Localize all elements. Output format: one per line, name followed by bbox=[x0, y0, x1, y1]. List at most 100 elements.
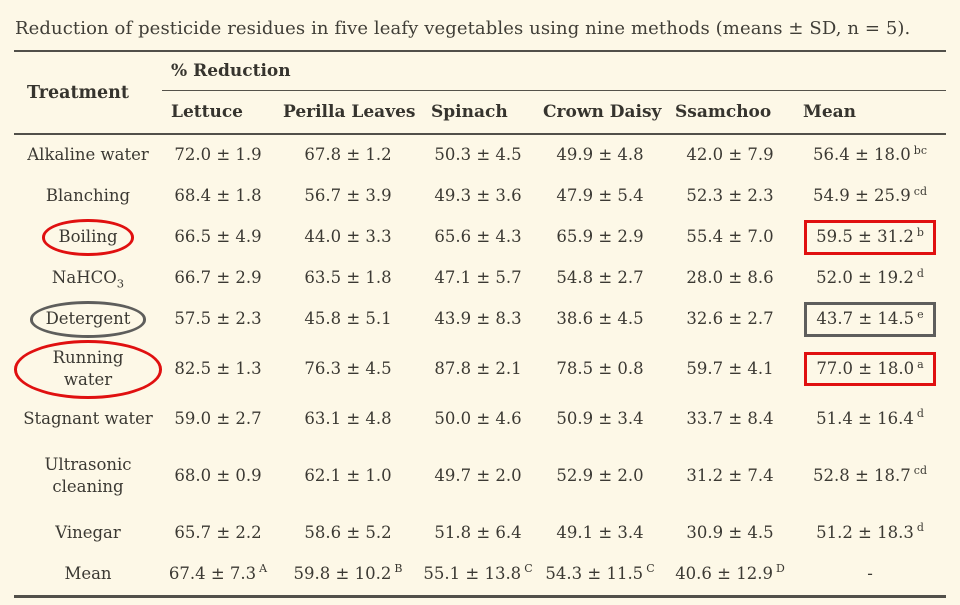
value-cell: 72.0 ± 1.9 bbox=[162, 134, 274, 176]
significance-letter: cd bbox=[913, 184, 927, 198]
value-cell: 31.2 ± 7.4 bbox=[666, 440, 794, 513]
results-table: Treatment % Reduction Lettuce Perilla Le… bbox=[14, 50, 946, 598]
value-cell: 56.4 ± 18.0 bc bbox=[794, 134, 946, 176]
treatment-cell: NaHCO3 bbox=[14, 258, 162, 299]
value-cell: 40.6 ± 12.9 D bbox=[666, 554, 794, 597]
cell-value: 52.8 ± 18.7 cd bbox=[813, 464, 927, 485]
table-row: NaHCO3 66.7 ± 2.9 63.5 ± 1.8 47.1 ± 5.7 54.8… bbox=[14, 258, 946, 299]
value-cell: 52.9 ± 2.0 bbox=[534, 440, 666, 513]
cell-value: 51.4 ± 16.4 d bbox=[816, 407, 924, 428]
cell-value: 59.7 ± 4.1 bbox=[686, 359, 774, 379]
table-body: Alkaline water 72.0 ± 1.9 67.8 ± 1.2 50.3 ±… bbox=[14, 134, 946, 596]
value-cell: 43.7 ± 14.5 e bbox=[794, 299, 946, 340]
table-caption: Reduction of pesticide residues in five … bbox=[15, 18, 911, 39]
value-cell: 78.5 ± 0.8 bbox=[534, 340, 666, 399]
significance-letter: bc bbox=[913, 143, 927, 157]
significance-letter: d bbox=[916, 407, 924, 421]
value-cell: 50.0 ± 4.6 bbox=[422, 399, 534, 440]
table-row: Alkaline water 72.0 ± 1.9 67.8 ± 1.2 50.3 ±… bbox=[14, 134, 946, 176]
treatment-label: Stagnant water bbox=[23, 408, 153, 428]
treatment-label: Blanching bbox=[45, 186, 131, 206]
cell-value: 65.6 ± 4.3 bbox=[434, 227, 522, 247]
cell-value: 65.9 ± 2.9 bbox=[556, 227, 644, 247]
cell-value: 66.5 ± 4.9 bbox=[174, 227, 262, 247]
value-cell: 51.2 ± 18.3 d bbox=[794, 513, 946, 554]
cell-value: - bbox=[867, 563, 873, 583]
column-header-ssamchoo: Ssamchoo bbox=[666, 90, 794, 135]
column-header-spinach: Spinach bbox=[422, 90, 534, 135]
value-cell: 59.0 ± 2.7 bbox=[162, 399, 274, 440]
cell-value: 30.9 ± 4.5 bbox=[686, 522, 774, 542]
cell-value: 76.3 ± 4.5 bbox=[304, 359, 392, 379]
value-cell: 50.9 ± 3.4 bbox=[534, 399, 666, 440]
value-cell: 38.6 ± 4.5 bbox=[534, 299, 666, 340]
value-cell: 87.8 ± 2.1 bbox=[422, 340, 534, 399]
cell-value: 49.9 ± 4.8 bbox=[556, 145, 644, 165]
value-cell: 66.5 ± 4.9 bbox=[162, 217, 274, 258]
red-ellipse-annotation: Running water bbox=[14, 340, 162, 399]
red-ellipse-annotation: Boiling bbox=[42, 219, 134, 256]
reduction-group-header: % Reduction bbox=[162, 51, 946, 91]
cell-value: 63.5 ± 1.8 bbox=[304, 268, 392, 288]
cell-value: 42.0 ± 7.9 bbox=[686, 145, 774, 165]
treatment-cell: Ultrasonic cleaning bbox=[14, 440, 162, 513]
value-cell: 30.9 ± 4.5 bbox=[666, 513, 794, 554]
table-row: Boiling 66.5 ± 4.9 44.0 ± 3.3 65.6 ± 4.3 65.… bbox=[14, 217, 946, 258]
cell-value: 78.5 ± 0.8 bbox=[556, 359, 644, 379]
cell-value: 49.3 ± 3.6 bbox=[434, 186, 522, 206]
cell-value: 52.3 ± 2.3 bbox=[686, 186, 774, 206]
value-cell: 42.0 ± 7.9 bbox=[666, 134, 794, 176]
value-cell: 45.8 ± 5.1 bbox=[274, 299, 422, 340]
significance-letter: d bbox=[916, 521, 924, 535]
cell-value: 33.7 ± 8.4 bbox=[686, 408, 774, 428]
significance-letter: e bbox=[917, 307, 924, 321]
column-header-perilla-leaves: Perilla Leaves bbox=[274, 90, 422, 135]
cell-value: 31.2 ± 7.4 bbox=[686, 465, 774, 485]
cell-value: 62.1 ± 1.0 bbox=[304, 465, 392, 485]
value-cell: 67.4 ± 7.3 A bbox=[162, 554, 274, 597]
red-box-highlighted-value: 77.0 ± 18.0 a bbox=[804, 352, 936, 387]
cell-value: 63.1 ± 4.8 bbox=[304, 408, 392, 428]
significance-letter: C bbox=[646, 562, 655, 576]
cell-value: 47.1 ± 5.7 bbox=[434, 268, 522, 288]
treatment-column-header: Treatment bbox=[14, 51, 162, 135]
value-cell: 65.6 ± 4.3 bbox=[422, 217, 534, 258]
cell-value: 66.7 ± 2.9 bbox=[174, 268, 262, 288]
significance-letter: D bbox=[775, 562, 785, 576]
value-cell: 52.3 ± 2.3 bbox=[666, 176, 794, 217]
treatment-cell: Mean bbox=[14, 554, 162, 597]
treatment-cell: Blanching bbox=[14, 176, 162, 217]
value-cell: 51.4 ± 16.4 d bbox=[794, 399, 946, 440]
cell-value: 67.8 ± 1.2 bbox=[304, 145, 392, 165]
value-cell: 66.7 ± 2.9 bbox=[162, 258, 274, 299]
cell-value: 59.0 ± 2.7 bbox=[174, 408, 262, 428]
value-cell: 68.0 ± 0.9 bbox=[162, 440, 274, 513]
cell-value: 45.8 ± 5.1 bbox=[304, 309, 392, 329]
value-cell: 65.9 ± 2.9 bbox=[534, 217, 666, 258]
table-row: Mean 67.4 ± 7.3 A 59.8 ± 10.2 B 55.1 ± 13.8 C 5… bbox=[14, 554, 946, 597]
cell-value: 59.8 ± 10.2 B bbox=[293, 562, 403, 583]
cell-value: 56.7 ± 3.9 bbox=[304, 186, 392, 206]
value-cell: 67.8 ± 1.2 bbox=[274, 134, 422, 176]
cell-value: 43.9 ± 8.3 bbox=[434, 309, 522, 329]
table-row: Vinegar 65.7 ± 2.2 58.6 ± 5.2 51.8 ± 6.4 49.… bbox=[14, 513, 946, 554]
value-cell: 49.1 ± 3.4 bbox=[534, 513, 666, 554]
significance-letter: d bbox=[916, 266, 924, 280]
value-cell: 50.3 ± 4.5 bbox=[422, 134, 534, 176]
cell-value: 56.4 ± 18.0 bc bbox=[813, 143, 927, 165]
cell-value: 50.9 ± 3.4 bbox=[556, 408, 644, 428]
cell-value: 54.9 ± 25.9 cd bbox=[813, 184, 927, 206]
cell-value: 50.3 ± 4.5 bbox=[434, 145, 522, 165]
value-cell: 33.7 ± 8.4 bbox=[666, 399, 794, 440]
value-cell: 63.5 ± 1.8 bbox=[274, 258, 422, 299]
value-cell: 32.6 ± 2.7 bbox=[666, 299, 794, 340]
value-cell: 65.7 ± 2.2 bbox=[162, 513, 274, 554]
value-cell: 59.5 ± 31.2 b bbox=[794, 217, 946, 258]
treatment-cell: Running water bbox=[14, 340, 162, 399]
cell-value: 51.2 ± 18.3 d bbox=[816, 521, 924, 542]
value-cell: 59.7 ± 4.1 bbox=[666, 340, 794, 399]
cell-value: 49.7 ± 2.0 bbox=[434, 465, 522, 485]
value-cell: 52.0 ± 19.2 d bbox=[794, 258, 946, 299]
cell-value: 72.0 ± 1.9 bbox=[174, 145, 262, 165]
